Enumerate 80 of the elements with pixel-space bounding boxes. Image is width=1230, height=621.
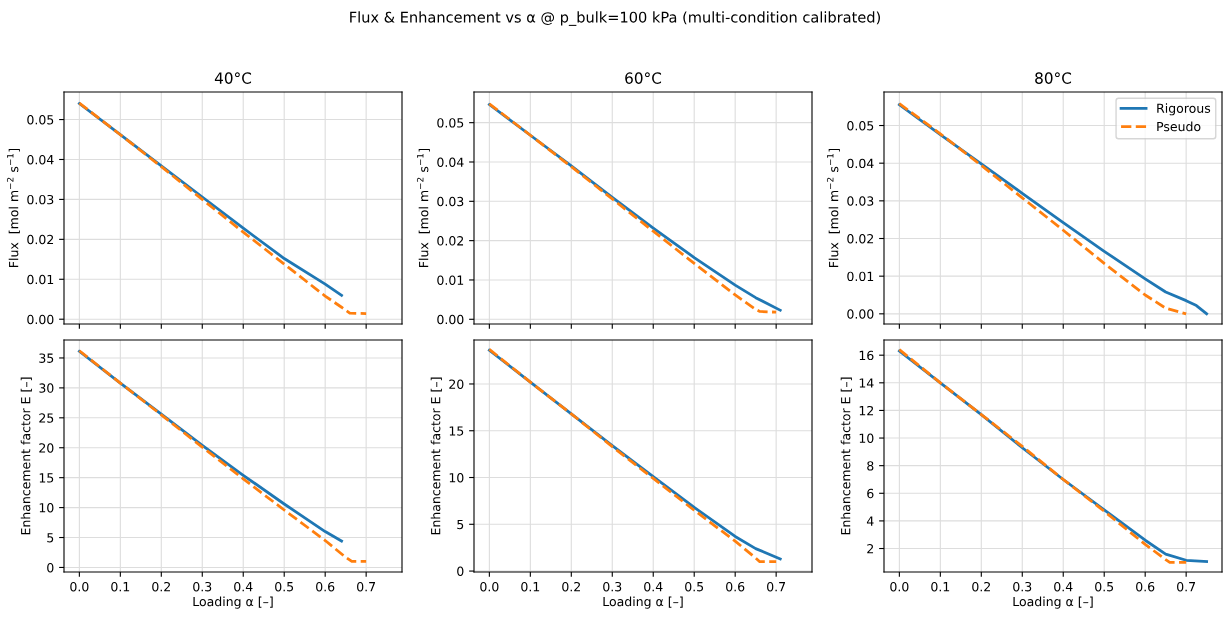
y-tick-label: 0.02 [847,233,874,244]
x-tick-label: 0.3 [603,581,622,592]
y-tick-label: 25 [39,413,54,423]
legend-label: Rigorous [1157,103,1211,116]
x-tick-label: 0.0 [480,581,499,592]
x-tick-label: 0.5 [275,581,294,592]
y-tick-label: 0.03 [27,194,54,205]
x-tick-label: 0.6 [1136,581,1155,592]
y-tick-label: 16 [859,350,874,361]
y-tick-label: 0.03 [437,196,464,207]
x-tick-label: 0.4 [234,581,253,592]
y-tick-label: 0.04 [27,154,54,165]
x-tick-label: 0.7 [357,581,376,592]
y-tick-label: 15 [449,426,464,436]
x-tick-label: 0.0 [890,581,909,592]
y-axis-title: Enhancement factor E [–] [430,377,442,535]
y-tick-label: 5 [457,519,464,530]
x-tick-label: 0.1 [521,581,540,592]
y-tick-label: 0.04 [847,158,874,169]
y-tick-label: 15 [39,473,54,483]
x-tick-label: 0.1 [111,581,130,592]
x-tick-label: 0.6 [726,581,745,592]
y-tick-label: 0.05 [437,118,464,128]
x-tick-label: 0.5 [685,581,704,592]
x-tick-label: 0.4 [644,581,663,592]
y-tick-label: 10 [859,433,874,443]
y-tick-label: 0 [457,566,464,576]
y-tick-label: 20 [39,443,54,453]
y-axis-title: Enhancement factor E [–] [840,377,852,535]
x-tick-label: 0.2 [152,581,170,592]
y-tick-label: 0.02 [437,236,464,246]
chart-title: 60°C [625,72,662,84]
y-tick-label: 0.00 [847,309,874,319]
x-tick-label: 0.7 [767,581,786,592]
y-axis-title: Flux [mol m$^{−2}$ s$^{−1}$] [416,148,430,267]
y-tick-label: 0.01 [847,271,874,282]
x-tick-label: 0.6 [316,581,335,592]
y-tick-label: 0.05 [27,115,54,125]
chart-title: 80°C [1035,72,1072,84]
y-tick-label: 30 [39,383,54,393]
y-tick-label: 10 [39,503,54,513]
x-tick-label: 0.7 [1177,581,1196,592]
x-tick-label: 0.1 [931,581,950,592]
chart-title: 40°C [214,72,252,84]
x-tick-label: 0.3 [193,581,212,592]
y-tick-label: 20 [449,379,464,389]
x-axis-title: Loading α [–] [1013,596,1093,609]
x-tick-label: 0.2 [562,581,580,592]
y-tick-label: 0.02 [27,234,54,245]
legend-label: Pseudo [1157,121,1201,132]
x-tick-label: 0.5 [1095,581,1114,592]
y-tick-label: 2 [867,544,874,554]
x-axis-title: Loading α [–] [603,596,683,609]
x-tick-label: 0.4 [1054,581,1073,592]
y-tick-label: 35 [39,353,54,363]
y-tick-label: 6 [867,488,874,499]
y-tick-label: 14 [859,378,874,388]
y-tick-label: 0.01 [27,274,54,285]
x-axis-title: Loading α [–] [193,596,273,609]
x-tick-label: 0.3 [1013,581,1032,592]
y-tick-label: 0.05 [847,120,874,131]
y-tick-label: 0.00 [27,314,54,325]
x-tick-label: 0.0 [70,581,89,592]
y-tick-label: 0 [47,562,54,573]
y-tick-label: 0.03 [847,196,874,206]
line-series [77,101,368,316]
y-tick-label: 8 [867,461,874,471]
y-tick-label: 10 [449,472,464,483]
y-tick-label: 0.04 [437,157,464,167]
text: Flux & Enhancement vs α @ p_bulk=100 kPa (multi-condition calibrated) [350,11,880,26]
y-axis-title: Flux [mol m$^{−2}$ s$^{−1}$] [6,148,20,267]
y-tick-label: 0.00 [437,314,464,325]
y-tick-label: 5 [47,533,54,543]
y-tick-label: 0.01 [437,275,464,285]
y-tick-label: 12 [859,405,874,416]
y-tick-label: 4 [866,516,874,526]
x-tick-label: 0.2 [972,581,990,592]
y-axis-title: Enhancement factor E [–] [20,377,32,535]
y-axis-title: Flux [mol m$^{−2}$ s$^{−1}$] [826,148,840,267]
line-series [77,349,368,563]
